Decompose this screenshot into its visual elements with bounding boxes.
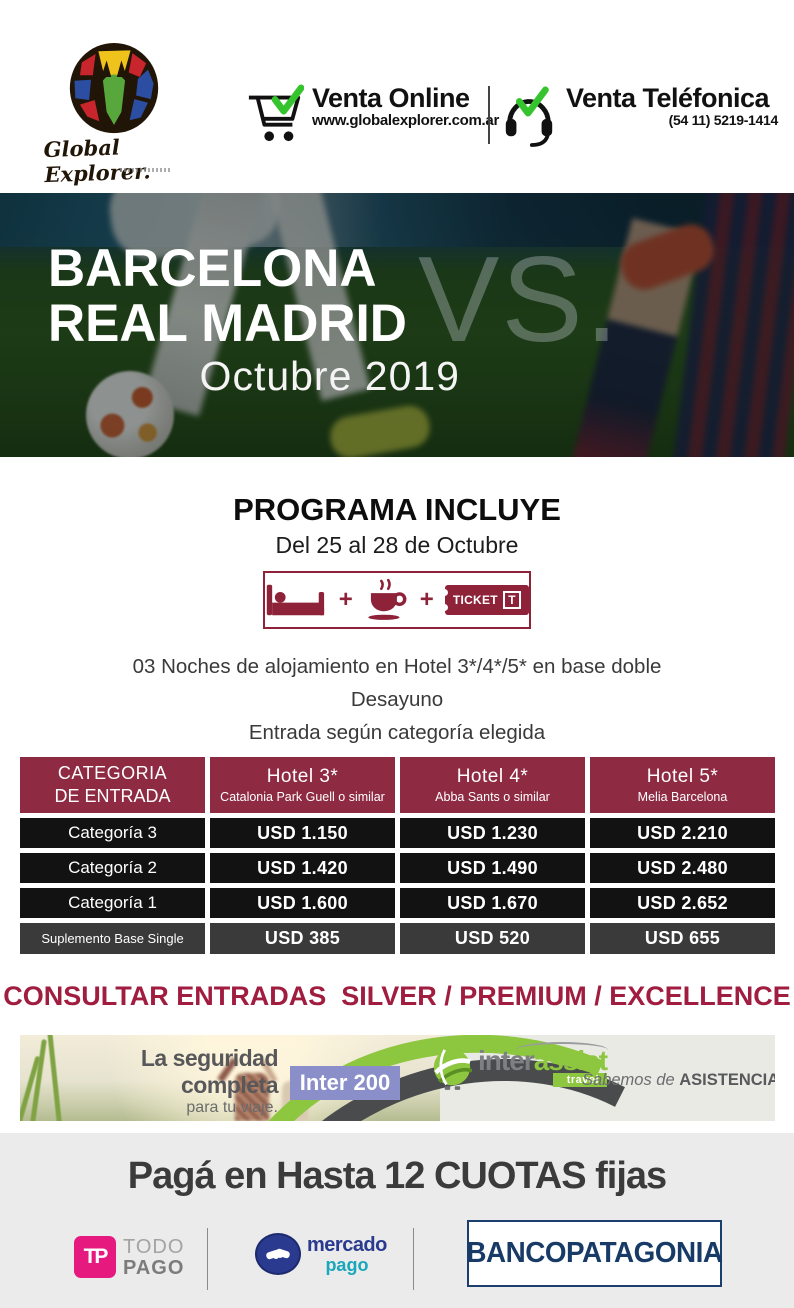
logo-tagline	[120, 168, 172, 172]
todopago-logo[interactable]: TP TODO PAGO	[74, 1236, 184, 1278]
row-label: Categoría 1	[20, 888, 205, 918]
price-cell: USD 1.420	[210, 853, 395, 883]
program-line-1: 03 Noches de alojamiento en Hotel 3*/4*/…	[132, 655, 662, 678]
mercadopago-handshake-icon	[255, 1233, 301, 1275]
price-cell: USD 1.600	[210, 888, 395, 918]
interassist-globe-icon	[433, 1049, 472, 1090]
ticket-icon: TICKET T	[440, 585, 529, 615]
brand-name: Global Explorer.	[43, 134, 151, 188]
price-cell: USD 1.230	[400, 818, 585, 848]
interassist-travel: travel	[552, 1073, 608, 1087]
row-label: Suplemento Base Single	[20, 923, 205, 954]
price-cell: USD 655	[590, 923, 775, 954]
table-header-hotel3: Hotel 3* Catalonia Park Guell o similar	[210, 757, 395, 813]
coffee-icon	[368, 579, 407, 620]
football-ball	[86, 371, 174, 457]
program-dates: Del 25 al 28 de Octubre	[275, 532, 519, 558]
banner-headline: La seguridad completa para tu viaje.	[78, 1045, 279, 1117]
hero-title: BARCELONA REAL MADRID Octubre 2019	[48, 241, 460, 400]
bancopatagonia-logo[interactable]: BANCOPATAGONIA	[466, 1220, 723, 1287]
hero-date: Octubre 2019	[199, 353, 460, 400]
plus-sign: +	[338, 586, 353, 613]
price-table: CATEGORIA DE ENTRADA Hotel 3* Catalonia …	[20, 757, 775, 954]
price-cell: USD 1.670	[400, 888, 585, 918]
interassist-logo: interassist travel	[432, 1042, 608, 1091]
col-title: Hotel 3*	[266, 766, 339, 788]
plus-sign: +	[419, 586, 434, 613]
hero-team-2: REAL MADRID	[48, 294, 407, 354]
todopago-word1: TODO	[123, 1235, 185, 1258]
hero-team-1: BARCELONA	[48, 239, 377, 298]
price-cell: USD 2.210	[590, 818, 775, 848]
banner-headline-main: La seguridad completa	[140, 1045, 279, 1098]
program-icons-box: + + TICKET T	[263, 571, 531, 629]
heading-bold: 12 CUOTAS	[384, 1155, 586, 1197]
heading-post: fijas	[585, 1155, 667, 1197]
venta-online-block[interactable]: Venta Online www.globalexplorer.com.ar	[246, 84, 499, 146]
program-line-3: Entrada según categoría elegida	[248, 721, 546, 744]
hero-banner: VS. BARCELONA REAL MADRID Octubre 2019	[0, 193, 794, 457]
col-subtitle: Catalonia Park Guell o similar	[220, 789, 385, 804]
col-title: CATEGORIA	[57, 763, 168, 784]
cart-icon	[248, 84, 304, 142]
banner-tagline: Sabemos de ASISTENCIAS	[582, 1071, 775, 1090]
mercadopago-word2: pago	[325, 1254, 369, 1275]
payments-heading: Pagá en Hasta 12 CUOTAS fijas	[0, 1155, 794, 1198]
price-cell: USD 2.652	[590, 888, 775, 918]
bancopatagonia-text: BANCOPATAGONIA	[466, 1237, 723, 1269]
col-subtitle: Melia Barcelona	[637, 789, 728, 804]
heading-pre: Pagá en Hasta	[127, 1155, 385, 1197]
price-cell: USD 2.480	[590, 853, 775, 883]
venta-telefonica-label: Venta Teléfonica	[566, 83, 770, 113]
hero-overlay	[0, 193, 794, 457]
headset-icon	[505, 86, 553, 147]
program-description: 03 Noches de alojamiento en Hotel 3*/4*/…	[0, 650, 794, 749]
row-label: Categoría 3	[20, 818, 205, 848]
table-header-categoria: CATEGORIA DE ENTRADA	[20, 757, 205, 813]
tagline-normal: Sabemos de	[582, 1071, 680, 1089]
price-cell: USD 385	[210, 923, 395, 954]
header-divider	[488, 86, 490, 144]
col-subtitle: Abba Sants o similar	[435, 789, 550, 804]
hero-vs-text: VS.	[418, 231, 621, 367]
row-label: Categoría 2	[20, 853, 205, 883]
venta-telefonica-number[interactable]: (54 11) 5219-1414	[668, 112, 779, 129]
table-header-hotel5: Hotel 5* Melia Barcelona	[590, 757, 775, 813]
mercadopago-word1: mercado	[307, 1233, 387, 1256]
venta-telefonica-block[interactable]: Venta Teléfonica (54 11) 5219-1414	[500, 84, 778, 148]
mercadopago-logo[interactable]: mercado pago	[255, 1233, 387, 1275]
price-cell: USD 520	[400, 923, 585, 954]
table-header-hotel4: Hotel 4* Abba Sants o similar	[400, 757, 585, 813]
person-shape	[235, 1073, 269, 1121]
payments-divider	[413, 1228, 414, 1290]
inter200-chip[interactable]: Inter 200	[290, 1066, 400, 1100]
venta-online-url[interactable]: www.globalexplorer.com.ar	[312, 112, 500, 130]
header: Global Explorer. Venta Online www.global…	[0, 0, 794, 193]
bed-icon	[266, 584, 325, 616]
banner-headline-sub: para tu viaje.	[186, 1099, 278, 1116]
logo-arc	[516, 1042, 608, 1058]
venta-online-label: Venta Online	[312, 83, 470, 113]
ticket-label: TICKET	[452, 593, 498, 607]
interassist-banner[interactable]: La seguridad completa para tu viaje. Int…	[20, 1035, 775, 1121]
price-cell: USD 1.490	[400, 853, 585, 883]
col-subtitle: DE ENTRADA	[54, 785, 171, 806]
program-line-2: Desayuno	[350, 688, 444, 711]
ticket-letter: T	[502, 591, 521, 609]
col-title: Hotel 4*	[456, 766, 529, 788]
tagline-bold: ASISTENCIAS	[679, 1071, 775, 1089]
todopago-monogram: TP	[74, 1236, 116, 1278]
payments-section: Pagá en Hasta 12 CUOTAS fijas TP TODO PA…	[0, 1133, 794, 1308]
price-cell: USD 1.150	[210, 818, 395, 848]
global-explorer-logo-icon	[69, 43, 159, 134]
col-title: Hotel 5*	[646, 766, 719, 788]
consultar-entradas-note: CONSULTAR ENTRADAS SILVER / PREMIUM / EX…	[3, 981, 791, 1011]
payments-divider	[207, 1228, 208, 1290]
program-title: PROGRAMA INCLUYE	[233, 492, 561, 527]
todopago-word2: PAGO	[123, 1256, 185, 1279]
